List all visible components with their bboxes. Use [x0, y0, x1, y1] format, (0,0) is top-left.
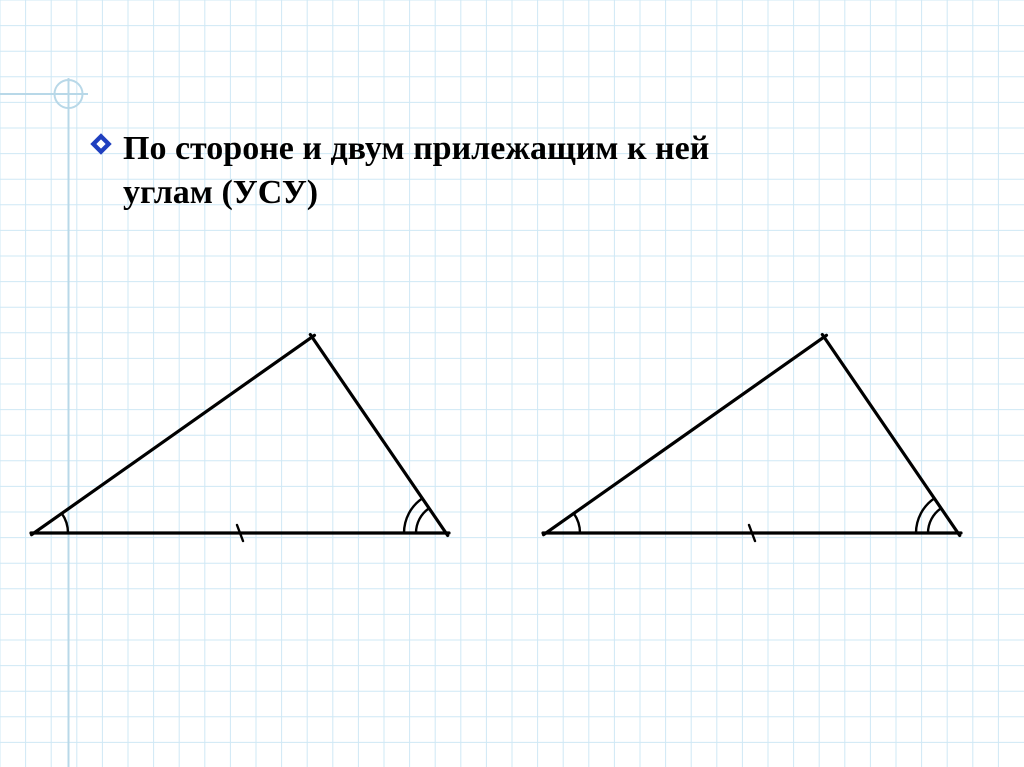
title-line-2: углам (УСУ)	[123, 171, 943, 215]
triangle-right	[534, 307, 974, 547]
slide-title: По стороне и двум прилежащим к ней углам…	[123, 127, 943, 214]
bullet-icon	[90, 133, 112, 155]
triangle-left	[22, 307, 462, 547]
title-line-1: По стороне и двум прилежащим к ней	[123, 127, 943, 171]
